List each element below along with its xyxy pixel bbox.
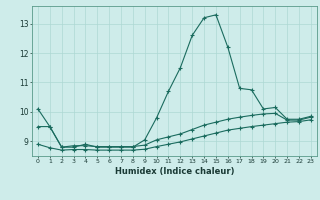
X-axis label: Humidex (Indice chaleur): Humidex (Indice chaleur)	[115, 167, 234, 176]
